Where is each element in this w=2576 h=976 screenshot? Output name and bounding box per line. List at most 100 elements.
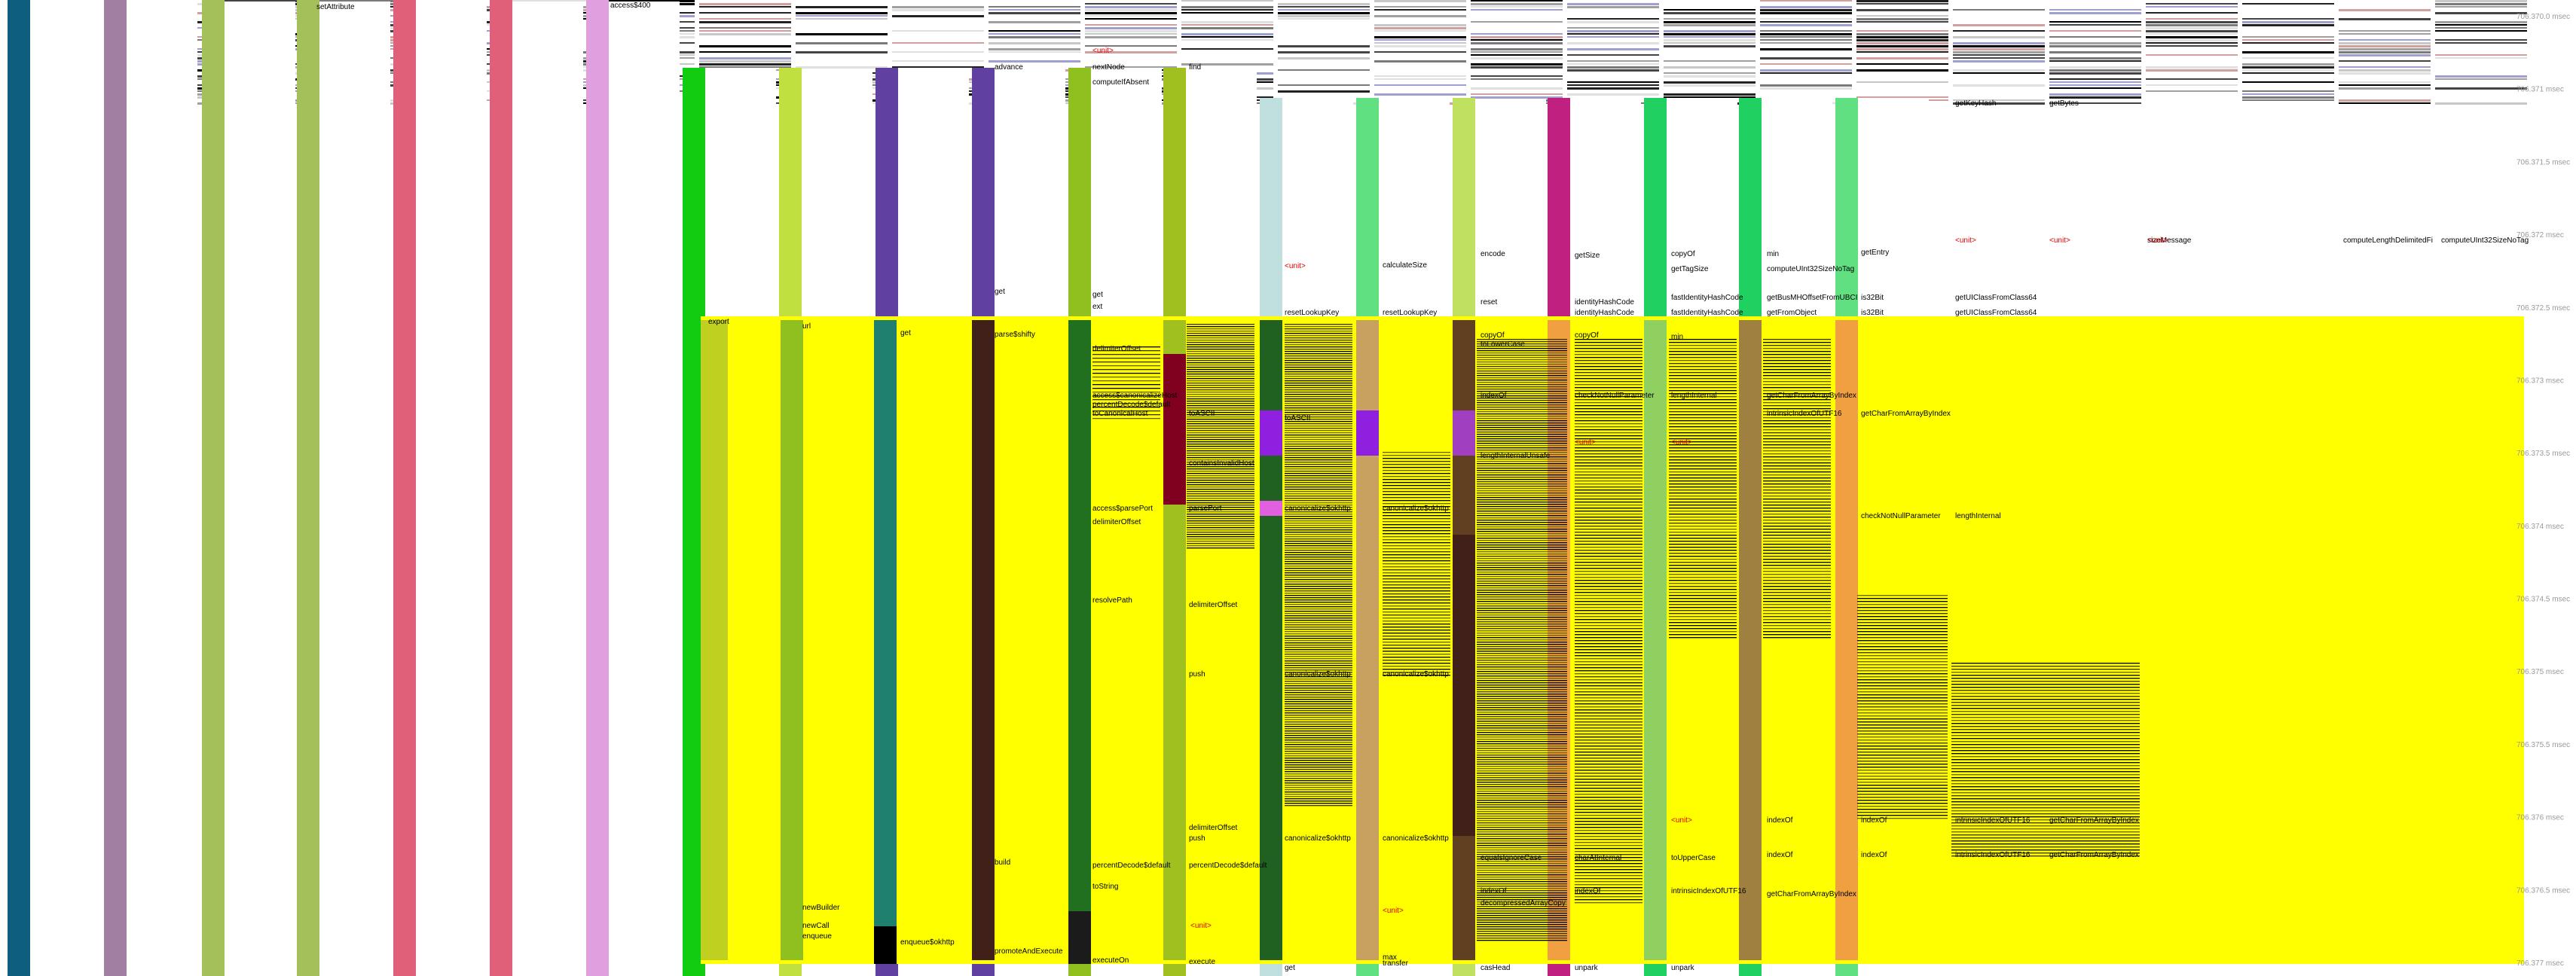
hatch-line[interactable] xyxy=(1477,470,1567,471)
hatch-line[interactable] xyxy=(1477,359,1567,361)
hatch-line[interactable] xyxy=(1285,529,1352,531)
stack-frame[interactable] xyxy=(2049,24,2141,26)
stack-frame[interactable] xyxy=(1181,21,1273,23)
stack-frame[interactable] xyxy=(1760,39,1852,41)
hatch-line[interactable] xyxy=(1477,718,1567,720)
hatch-line[interactable] xyxy=(1285,561,1352,563)
stack-frame[interactable] xyxy=(1278,18,1370,20)
stack-frame[interactable] xyxy=(1181,33,1273,35)
hatch-line[interactable] xyxy=(1669,363,1737,364)
hatch-line[interactable] xyxy=(1575,583,1642,584)
hatch-line[interactable] xyxy=(1575,637,1642,639)
hatch-line[interactable] xyxy=(1763,399,1831,401)
hatch-line[interactable] xyxy=(1285,525,1352,526)
hatch-line[interactable] xyxy=(1477,436,1567,438)
hatch-line[interactable] xyxy=(1187,398,1254,400)
hatch-line[interactable] xyxy=(1477,483,1567,485)
hatch-line[interactable] xyxy=(1383,581,1450,583)
stack-frame[interactable] xyxy=(1471,51,1563,53)
stack-frame[interactable] xyxy=(2049,57,2141,59)
stack-frame[interactable] xyxy=(2339,84,2431,86)
hatch-line[interactable] xyxy=(1477,400,1567,401)
hatch-line[interactable] xyxy=(1763,637,1831,639)
hatch-line[interactable] xyxy=(1383,485,1450,486)
hatch-line[interactable] xyxy=(1857,652,1948,654)
hatch-line[interactable] xyxy=(1477,366,1567,368)
stack-frame[interactable] xyxy=(1085,15,1177,17)
hatch-line[interactable] xyxy=(1285,398,1352,400)
hatch-line[interactable] xyxy=(1383,608,1450,610)
hatch-line[interactable] xyxy=(1575,571,1642,572)
stack-frame[interactable] xyxy=(1856,42,1948,44)
column-body[interactable] xyxy=(127,2,197,976)
hatch-line[interactable] xyxy=(1575,899,1642,901)
hatch-line[interactable] xyxy=(1477,879,1567,880)
accent[interactable] xyxy=(1068,911,1091,964)
hatch-line[interactable] xyxy=(1857,643,1948,645)
hatch-line[interactable] xyxy=(1187,360,1254,361)
hatch-line[interactable] xyxy=(1187,502,1254,504)
hatch-line[interactable] xyxy=(1575,860,1642,862)
hatch-line[interactable] xyxy=(1575,450,1642,452)
hatch-line[interactable] xyxy=(1951,720,2140,721)
hatch-line[interactable] xyxy=(1383,593,1450,595)
stack-frame[interactable] xyxy=(2242,3,2334,5)
hatch-line[interactable] xyxy=(1857,637,1948,639)
hatch-line[interactable] xyxy=(1383,557,1450,559)
hatch-line[interactable] xyxy=(1383,572,1450,574)
stack-frame[interactable] xyxy=(796,15,888,17)
stack-frame[interactable] xyxy=(1471,57,1563,59)
hatch-line[interactable] xyxy=(1477,413,1567,415)
stack-frame[interactable] xyxy=(1760,63,1852,65)
hatch-line[interactable] xyxy=(1575,884,1642,886)
yellow-column[interactable] xyxy=(1835,320,1858,960)
stack-frame[interactable] xyxy=(1953,102,2045,105)
stack-frame[interactable] xyxy=(2242,99,2334,101)
stack-frame[interactable] xyxy=(1374,0,1466,2)
hatch-line[interactable] xyxy=(1857,727,1948,729)
hatch-line[interactable] xyxy=(1669,420,1737,422)
hatch-line[interactable] xyxy=(1285,631,1352,633)
hatch-line[interactable] xyxy=(1575,444,1642,446)
stack-frame[interactable] xyxy=(1471,78,1563,80)
stack-frame[interactable] xyxy=(699,6,791,8)
hatch-line[interactable] xyxy=(1285,385,1352,386)
hatch-line[interactable] xyxy=(1575,827,1642,828)
hatch-line[interactable] xyxy=(1669,477,1737,479)
hatch-line[interactable] xyxy=(1477,915,1567,917)
stack-frame[interactable] xyxy=(1856,57,1948,59)
hatch-line[interactable] xyxy=(1951,795,2140,797)
hatch-line[interactable] xyxy=(1187,448,1254,450)
stack-frame[interactable] xyxy=(2146,90,2238,92)
hatch-line[interactable] xyxy=(1575,589,1642,590)
hatch-line[interactable] xyxy=(1187,335,1254,337)
hatch-line[interactable] xyxy=(1285,425,1352,427)
stack-frame[interactable] xyxy=(1085,51,1177,53)
hatch-line[interactable] xyxy=(1575,875,1642,877)
hatch-line[interactable] xyxy=(1477,827,1567,828)
stack-frame[interactable] xyxy=(989,48,1080,50)
stack-frame[interactable] xyxy=(1664,75,1756,78)
hatch-line[interactable] xyxy=(1383,530,1450,532)
hatch-line[interactable] xyxy=(1285,805,1352,807)
stack-frame[interactable] xyxy=(2146,30,2238,32)
stack-frame[interactable] xyxy=(2242,36,2334,38)
hatch-line[interactable] xyxy=(1092,418,1160,419)
stack-frame[interactable] xyxy=(2146,3,2238,5)
hatch-line[interactable] xyxy=(1477,535,1567,537)
hatch-line[interactable] xyxy=(1477,427,1567,429)
hatch-line[interactable] xyxy=(1763,477,1831,479)
stack-frame[interactable] xyxy=(1085,27,1177,29)
hatch-line[interactable] xyxy=(1857,712,1948,714)
stack-frame[interactable] xyxy=(2146,84,2238,86)
hatch-line[interactable] xyxy=(1477,522,1567,523)
hatch-line[interactable] xyxy=(1285,735,1352,737)
stack-frame[interactable] xyxy=(2435,39,2527,41)
stack-frame[interactable] xyxy=(1567,6,1659,8)
hatch-line[interactable] xyxy=(1477,795,1567,797)
hatch-line[interactable] xyxy=(1669,450,1737,452)
hatch-line[interactable] xyxy=(1383,539,1450,541)
stack-frame[interactable] xyxy=(1856,3,1948,5)
hatch-line[interactable] xyxy=(1285,753,1352,755)
hatch-line[interactable] xyxy=(1187,389,1254,391)
